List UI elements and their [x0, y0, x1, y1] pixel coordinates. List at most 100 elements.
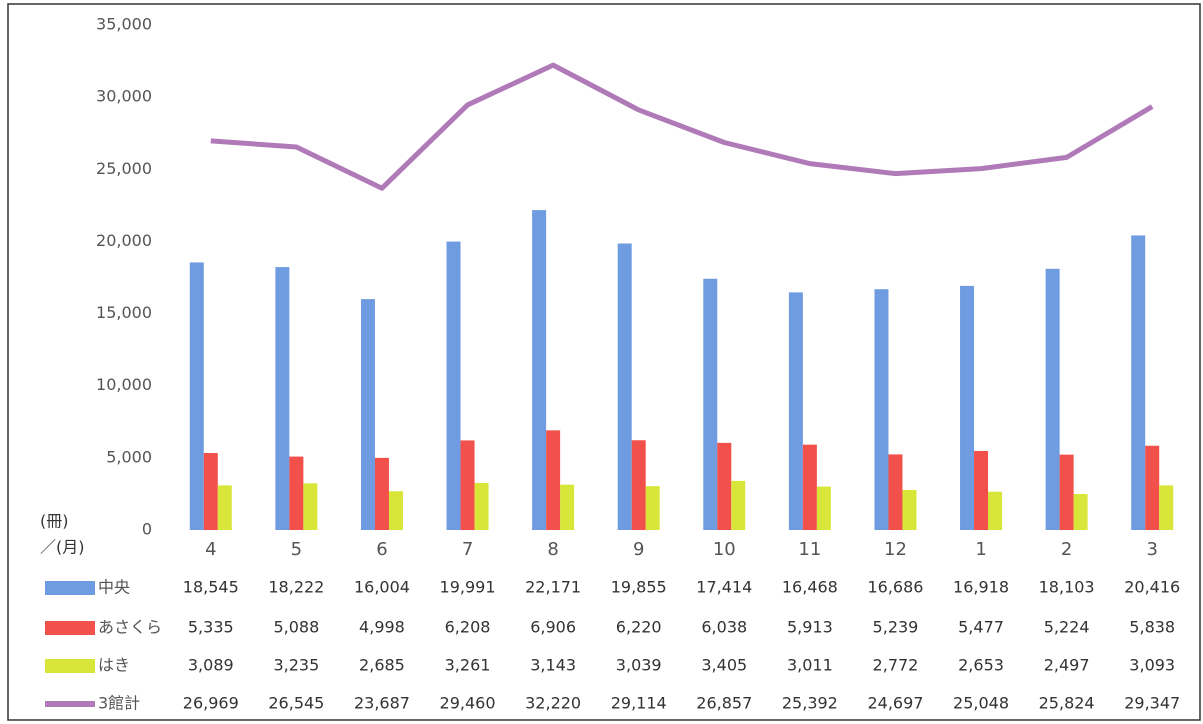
x-tick-label: 12 [884, 539, 907, 560]
x-tick-label: 2 [1061, 539, 1072, 560]
table-value: 18,103 [1039, 578, 1095, 597]
x-tick-label: 9 [633, 539, 644, 560]
table-value: 2,653 [958, 656, 1004, 675]
x-tick-label: 10 [713, 539, 736, 560]
y-tick-label: 0 [142, 520, 152, 539]
bar [902, 490, 917, 530]
line [210, 62, 1154, 191]
legend-label: あさくら [98, 618, 162, 637]
legend-swatch [45, 621, 95, 635]
table-value: 26,545 [268, 694, 324, 713]
y-tick-label: 15,000 [96, 303, 152, 322]
table-value: 6,906 [530, 618, 576, 637]
table-value: 5,224 [1044, 618, 1090, 637]
table-value: 16,686 [867, 578, 923, 597]
table-value: 3,093 [1129, 656, 1175, 675]
table-value: 25,392 [782, 694, 838, 713]
chart-frame [7, 3, 1201, 721]
legend-swatch [45, 659, 95, 673]
table-value: 23,687 [354, 694, 410, 713]
bar [888, 454, 903, 530]
table-value: 26,969 [183, 694, 239, 713]
table-value: 3,143 [530, 656, 576, 675]
table-value: 32,220 [525, 694, 581, 713]
table-value: 26,857 [696, 694, 752, 713]
bar [203, 453, 218, 530]
x-tick-label: 1 [975, 539, 986, 560]
bar [388, 491, 403, 530]
table-value: 25,824 [1039, 694, 1095, 713]
bar [703, 278, 718, 530]
bar [816, 486, 831, 530]
bar [731, 480, 746, 530]
bar [631, 440, 646, 530]
table-value: 6,220 [616, 618, 662, 637]
table-value: 18,545 [183, 578, 239, 597]
table-value: 16,004 [354, 578, 410, 597]
y-tick-label: 25,000 [96, 159, 152, 178]
table-value: 6,208 [445, 618, 491, 637]
table-value: 17,414 [696, 578, 752, 597]
table-value: 5,088 [273, 618, 319, 637]
bar [802, 444, 817, 530]
table-value: 4,998 [359, 618, 405, 637]
table-value: 2,497 [1044, 656, 1090, 675]
table-value: 24,697 [867, 694, 923, 713]
table-value: 3,261 [445, 656, 491, 675]
table-value: 3,039 [616, 656, 662, 675]
bar [974, 450, 989, 530]
table-value: 29,460 [440, 694, 496, 713]
x-tick-label: 8 [547, 539, 558, 560]
bar [474, 482, 489, 530]
bar [217, 485, 232, 530]
bar [532, 210, 547, 531]
y-tick-label: 30,000 [96, 87, 152, 106]
bar [788, 292, 803, 530]
legend-label: はき [98, 656, 130, 675]
legend-swatch [45, 581, 95, 595]
bar [289, 456, 304, 530]
table-value: 2,772 [873, 656, 919, 675]
bar [546, 430, 561, 530]
table-value: 5,477 [958, 618, 1004, 637]
bar [303, 483, 318, 530]
table-value: 5,913 [787, 618, 833, 637]
y-tick-label: 10,000 [96, 375, 152, 394]
table-value: 3,405 [701, 656, 747, 675]
bar [1159, 485, 1174, 530]
bar [460, 440, 475, 530]
table-value: 29,347 [1124, 694, 1180, 713]
bar [1045, 268, 1060, 530]
table-value: 25,048 [953, 694, 1009, 713]
bar [717, 442, 732, 530]
table-value: 5,335 [188, 618, 234, 637]
x-tick-label: 5 [291, 539, 302, 560]
table-value: 6,038 [701, 618, 747, 637]
y-tick-label: 5,000 [106, 447, 152, 466]
bar [374, 457, 389, 530]
x-tick-label: 11 [798, 539, 821, 560]
legend-label: 3館計 [98, 694, 140, 713]
bar [1059, 454, 1074, 530]
y-tick-label: 20,000 [96, 231, 152, 250]
table-value: 5,838 [1129, 618, 1175, 637]
bar [960, 285, 975, 530]
bar [617, 243, 632, 530]
bar [874, 289, 889, 530]
table-value: 19,855 [611, 578, 667, 597]
x-tick-label: 6 [376, 539, 387, 560]
table-value: 19,991 [440, 578, 496, 597]
bar [645, 486, 660, 530]
legend-label: 中央 [98, 578, 130, 597]
table-value: 20,416 [1124, 578, 1180, 597]
table-value: 22,171 [525, 578, 581, 597]
table-value: 3,011 [787, 656, 833, 675]
bar [275, 267, 290, 530]
x-tick-label: 3 [1146, 539, 1157, 560]
bar [1073, 493, 1088, 530]
x-tick-label: 7 [462, 539, 473, 560]
table-value: 29,114 [611, 694, 667, 713]
table-value: 16,918 [953, 578, 1009, 597]
table-value: 18,222 [268, 578, 324, 597]
